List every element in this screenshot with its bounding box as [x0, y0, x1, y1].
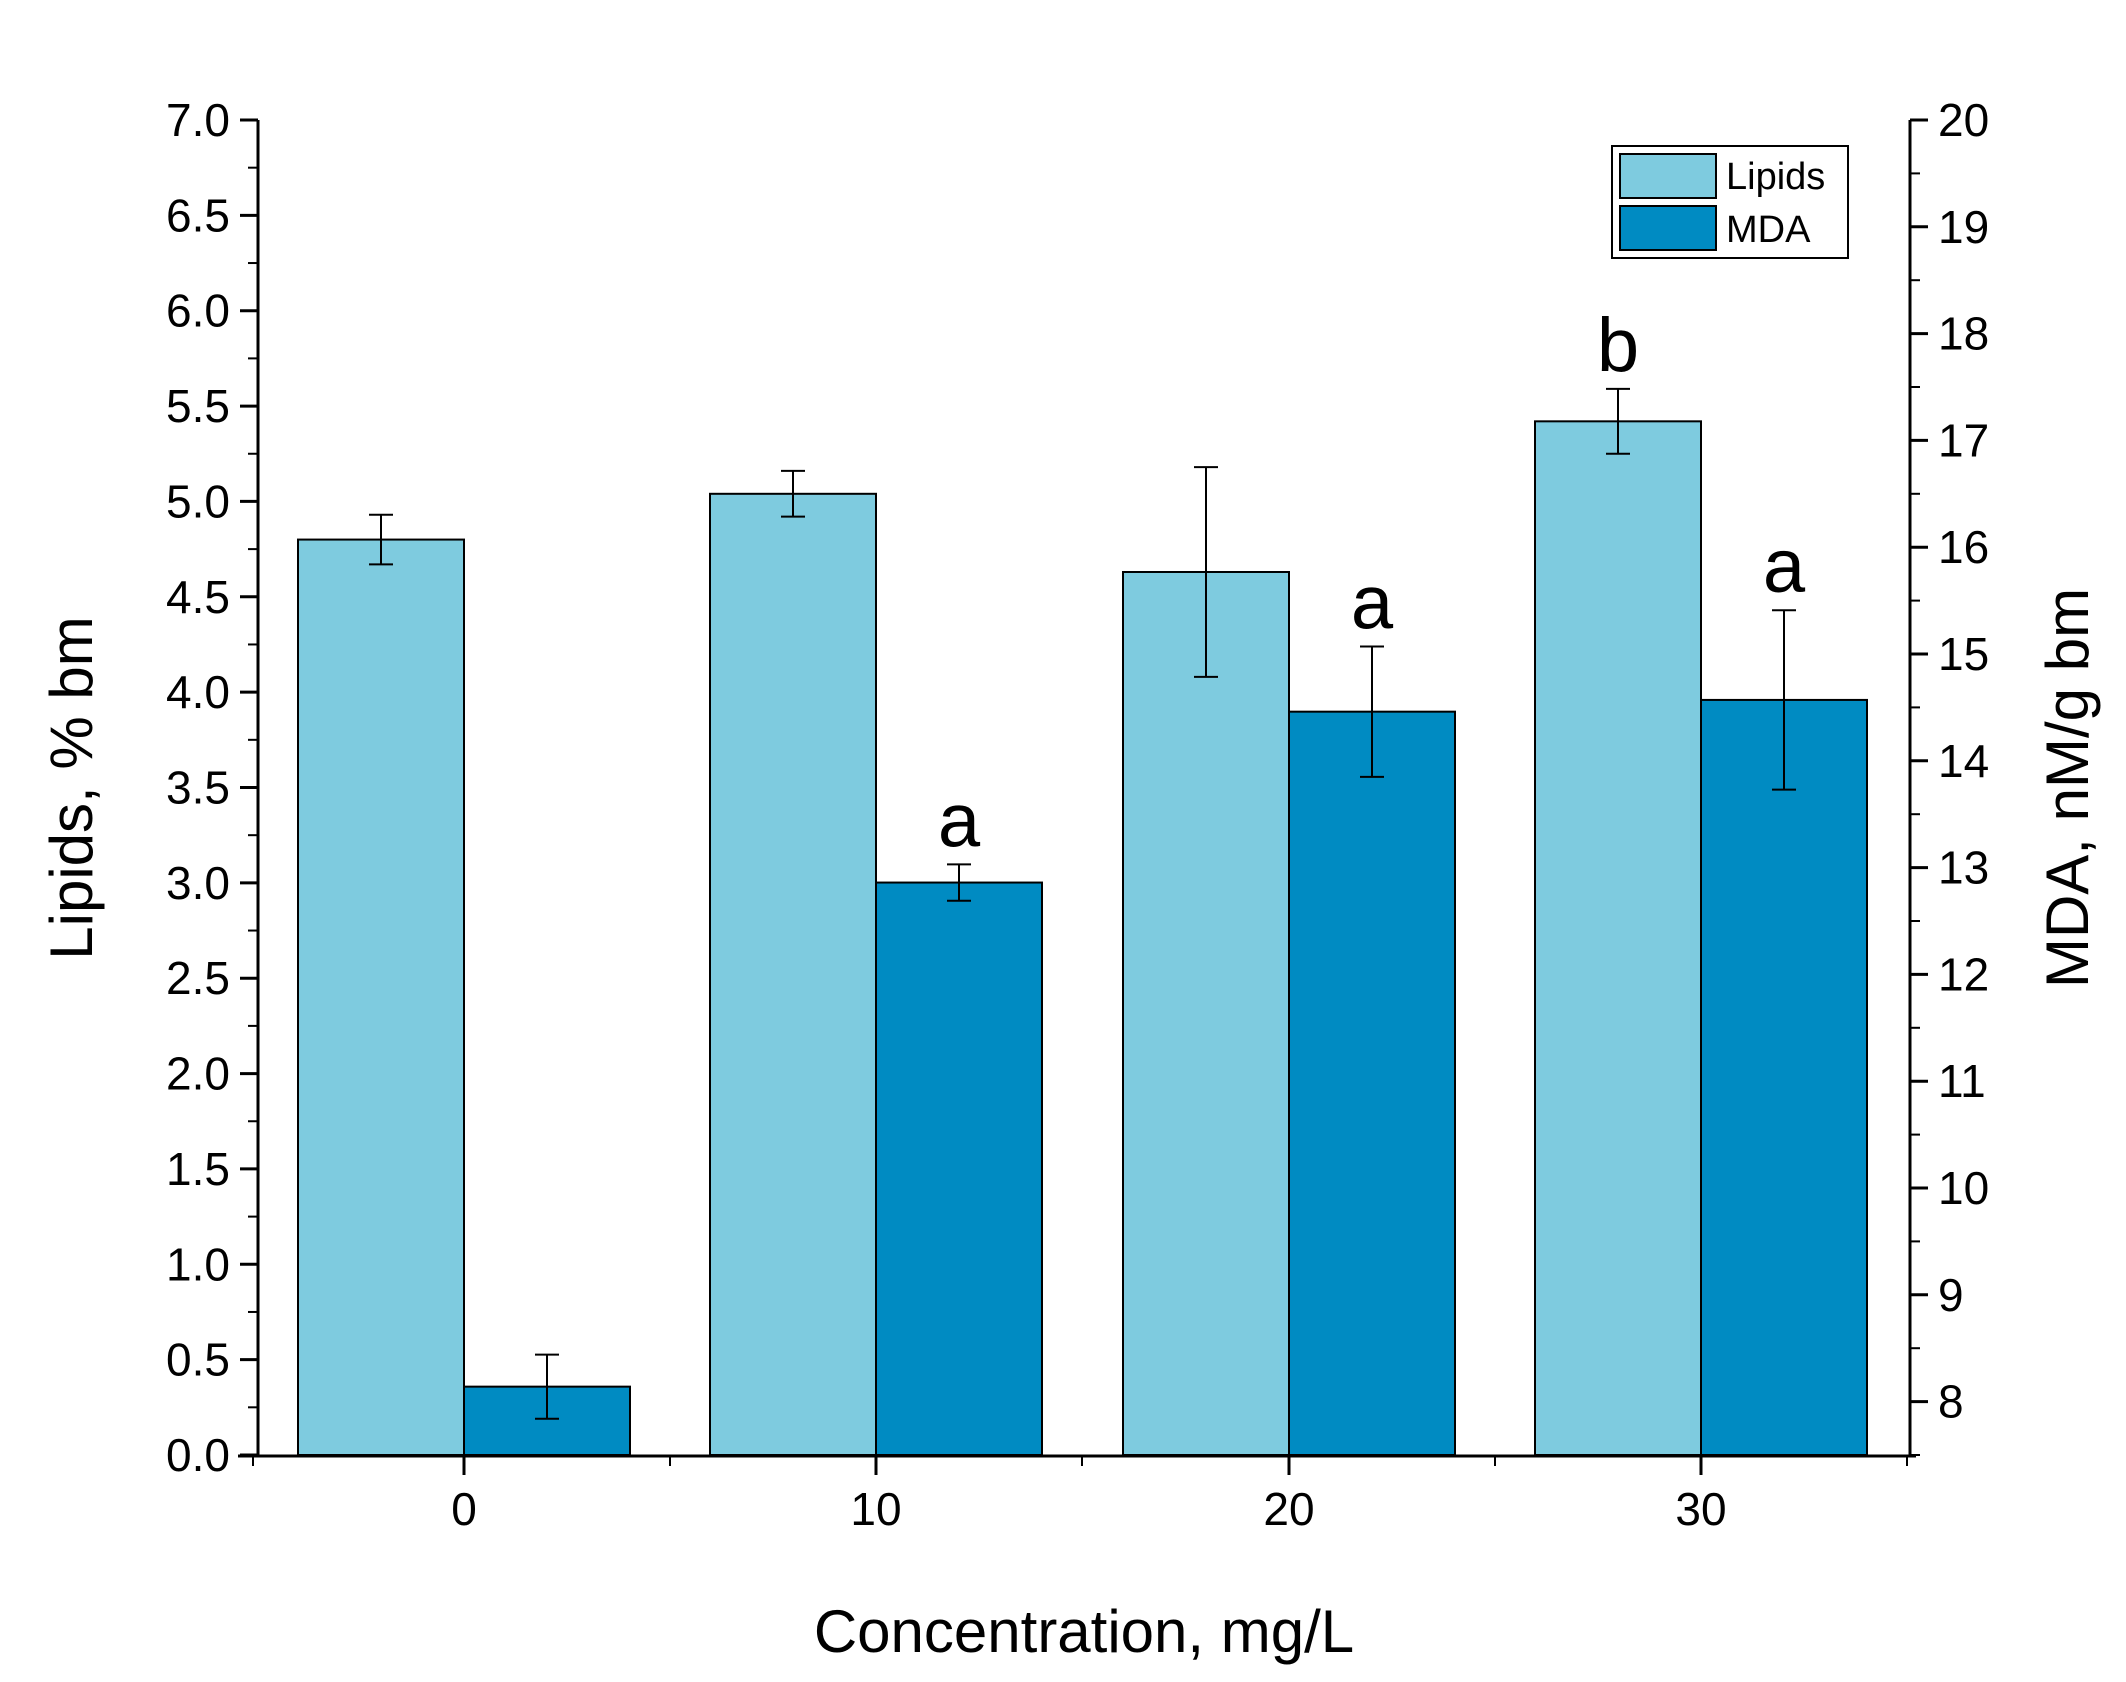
y-axis-left-title: Lipids, % bm	[38, 616, 105, 959]
legend-swatch-mda	[1619, 205, 1717, 251]
y-left-tick-label: 0.0	[166, 1429, 230, 1481]
significance-mda-20: a	[1351, 561, 1394, 646]
y-left-tick-label: 2.0	[166, 1048, 230, 1100]
error-bars-layer	[369, 387, 1796, 1420]
y-right-tick-label: 9	[1938, 1269, 1964, 1321]
y-right-tick-label: 13	[1938, 842, 1989, 894]
y-left-tick-label: 3.5	[166, 762, 230, 814]
y-left-tick-label: 4.0	[166, 666, 230, 718]
y-right-tick-label: 11	[1938, 1055, 1986, 1107]
y-left-tick-label: 4.5	[166, 571, 230, 623]
legend-swatch-lipids	[1619, 153, 1717, 199]
y-right-tick-label: 19	[1938, 201, 1989, 253]
bar-lipids-0	[297, 538, 465, 1456]
x-tick-label-10: 10	[850, 1483, 901, 1535]
y-left-tick-label: 3.0	[166, 857, 230, 909]
legend: Lipids MDA	[1611, 145, 1849, 259]
bars-layer	[297, 420, 1868, 1456]
y-right-tick-label: 20	[1938, 94, 1989, 146]
y-right-tick-label: 12	[1938, 948, 1989, 1000]
y-left-tick-label: 6.0	[166, 285, 230, 337]
y-right-tick-label: 16	[1938, 521, 1989, 573]
y-left-tick-label: 0.5	[166, 1334, 230, 1386]
x-tick-label-20: 20	[1263, 1483, 1314, 1535]
y-right-tick-label: 18	[1938, 308, 1989, 360]
annotations-layer: b a a a	[938, 303, 1806, 863]
y-axis-right-title: MDA, nM/g bm	[2034, 588, 2101, 988]
legend-label-mda: MDA	[1726, 209, 1811, 251]
y-left-tick-label: 6.5	[166, 189, 230, 241]
y-left-tick-label: 5.5	[166, 380, 230, 432]
significance-lipids-30: b	[1597, 303, 1639, 388]
y-left-tick-label: 5.0	[166, 475, 230, 527]
y-right-tick-label: 17	[1938, 414, 1989, 466]
x-axis-title: Concentration, mg/L	[814, 1598, 1354, 1665]
x-tick-label-30: 30	[1675, 1483, 1726, 1535]
legend-label-lipids: Lipids	[1726, 156, 1825, 198]
bar-lipids-30	[1534, 420, 1702, 1456]
bar-lipids-20	[1122, 570, 1290, 1456]
y-left-tick-label: 7.0	[166, 94, 230, 146]
bar-lipids-10	[709, 492, 877, 1456]
bar-mda-20	[1288, 710, 1456, 1456]
y-right-tick-label: 15	[1938, 628, 1989, 680]
bar-mda-10	[875, 881, 1043, 1456]
x-tick-label-0: 0	[451, 1483, 477, 1535]
y-left-tick-label: 2.5	[166, 952, 230, 1004]
bar-mda-30	[1700, 698, 1868, 1456]
y-left-tick-label: 1.5	[166, 1143, 230, 1195]
y-right-tick-label: 14	[1938, 735, 1989, 787]
significance-mda-30: a	[1763, 524, 1806, 609]
y-left-tick-label: 1.0	[166, 1238, 230, 1290]
significance-mda-10: a	[938, 778, 981, 863]
y-right-tick-label: 10	[1938, 1162, 1989, 1214]
y-right-tick-label: 8	[1938, 1376, 1964, 1428]
ticks-layer: 0.0 0.5 1.0 1.5 2.0 2.5 3.0 3.5 4.0 4.5 5.0 5.5 6.0 6…	[166, 94, 1989, 1535]
